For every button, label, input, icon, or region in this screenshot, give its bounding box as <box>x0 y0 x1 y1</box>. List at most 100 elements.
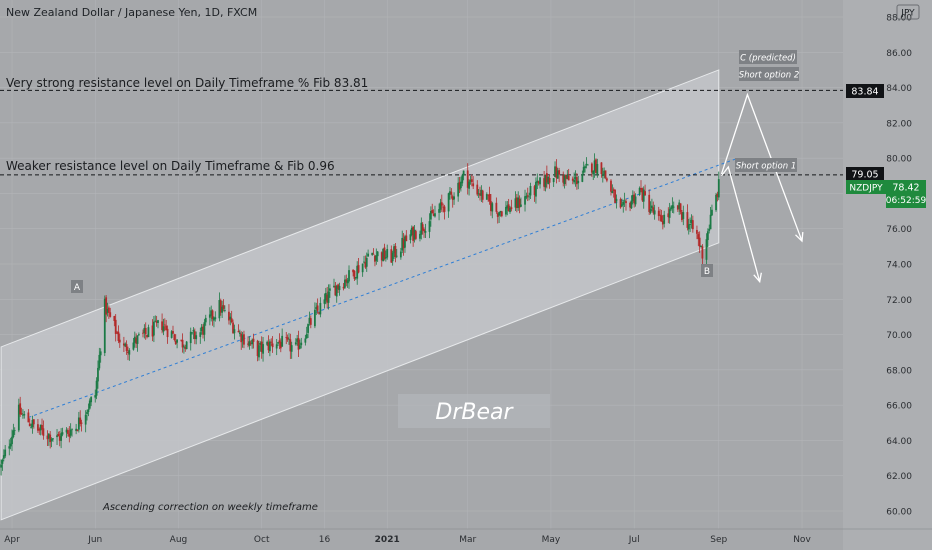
candle-body <box>106 308 109 313</box>
candle-body <box>364 262 367 268</box>
candle-body <box>485 194 488 200</box>
candle-body <box>488 194 491 202</box>
candle-body <box>634 196 637 205</box>
y-tick-label: 64.00 <box>886 437 912 447</box>
point-a-box <box>71 280 83 293</box>
candle-body <box>281 335 284 347</box>
candle-body <box>90 397 93 403</box>
candle-body <box>679 203 682 212</box>
candle-body <box>472 183 475 187</box>
candle-body <box>247 343 249 345</box>
candle-body <box>95 380 98 396</box>
candle-body <box>319 302 322 315</box>
candle-body <box>619 199 622 208</box>
candle-body <box>237 330 240 333</box>
x-tick-label: May <box>542 535 561 545</box>
candle-body <box>296 338 299 342</box>
x-tick-label: Sep <box>710 535 727 545</box>
candle-body <box>547 176 550 184</box>
candle-body <box>372 253 375 255</box>
candle-body <box>210 310 213 316</box>
candle-body <box>499 210 502 213</box>
candle-body <box>285 337 288 339</box>
candle-body <box>394 246 397 258</box>
candle-body <box>459 181 462 189</box>
candle-body <box>681 212 683 221</box>
candle-body <box>75 428 78 432</box>
candle-body <box>98 354 101 369</box>
candle-body <box>200 326 203 331</box>
candle-body <box>52 438 54 440</box>
watermark-box <box>398 394 550 428</box>
candle-body <box>414 231 417 239</box>
candle-body <box>342 286 345 289</box>
candle-body <box>506 205 509 209</box>
candle-body <box>399 251 402 258</box>
candle-body <box>696 229 698 234</box>
candle-body <box>630 200 633 209</box>
candle-body <box>652 207 655 213</box>
candle-body <box>384 257 387 259</box>
candle-body <box>337 284 339 289</box>
candle-body <box>79 417 82 424</box>
short-option-1-box <box>735 158 797 172</box>
candle-body <box>450 191 453 195</box>
candle-body <box>122 343 125 346</box>
candle-body <box>42 428 45 436</box>
candle-body <box>232 322 234 334</box>
candle-body <box>270 341 273 343</box>
candle-body <box>640 187 642 190</box>
candle-body <box>174 340 177 345</box>
candle-body <box>60 433 63 441</box>
candle-body <box>240 333 243 343</box>
candle-body <box>152 321 155 336</box>
candle-body <box>41 425 43 430</box>
candle-body <box>12 430 15 437</box>
y-tick-label: 84.00 <box>886 84 912 94</box>
candle-body <box>700 245 702 248</box>
candle-body <box>132 342 135 350</box>
candle-body <box>352 269 355 273</box>
candle-body <box>8 446 11 449</box>
candle-body <box>555 166 558 178</box>
candle-body <box>648 194 651 212</box>
candle-body <box>277 342 279 344</box>
candle-body <box>309 318 312 325</box>
candle-body <box>157 320 159 323</box>
candle-body <box>481 190 484 200</box>
candle-body <box>500 211 503 217</box>
candle-body <box>571 178 574 181</box>
candle-body <box>116 332 118 334</box>
candle-body <box>155 321 158 323</box>
price-axis: 60.00 62.00 64.00 66.00 68.00 70.00 72.00 74.00… <box>886 14 912 518</box>
candle-body <box>251 339 254 345</box>
candle-body <box>20 413 23 415</box>
candle-body <box>577 180 580 184</box>
candle-body <box>717 179 720 198</box>
candle-body <box>23 414 26 416</box>
currency-badge-box[interactable] <box>896 4 920 20</box>
candle-body <box>356 265 359 279</box>
candle-body <box>423 229 425 232</box>
candle-body <box>58 436 61 441</box>
candle-body <box>27 412 30 423</box>
candle-body <box>203 322 206 335</box>
candle-body <box>0 464 2 468</box>
candle-body <box>404 236 406 248</box>
candle-body <box>294 342 297 345</box>
candle-body <box>154 320 157 322</box>
candle-body <box>308 317 311 324</box>
candle-body <box>266 341 269 345</box>
candle-body <box>490 201 492 212</box>
candle-body <box>335 285 338 297</box>
candle-body <box>535 181 537 197</box>
y-tick-label: 60.00 <box>886 508 912 518</box>
candle-body <box>593 160 596 172</box>
candle-body <box>698 237 701 247</box>
candle-body <box>449 191 451 195</box>
candle-body <box>258 345 260 358</box>
candle-body <box>84 414 87 425</box>
candle-body <box>545 173 548 183</box>
candle-body <box>163 324 166 326</box>
